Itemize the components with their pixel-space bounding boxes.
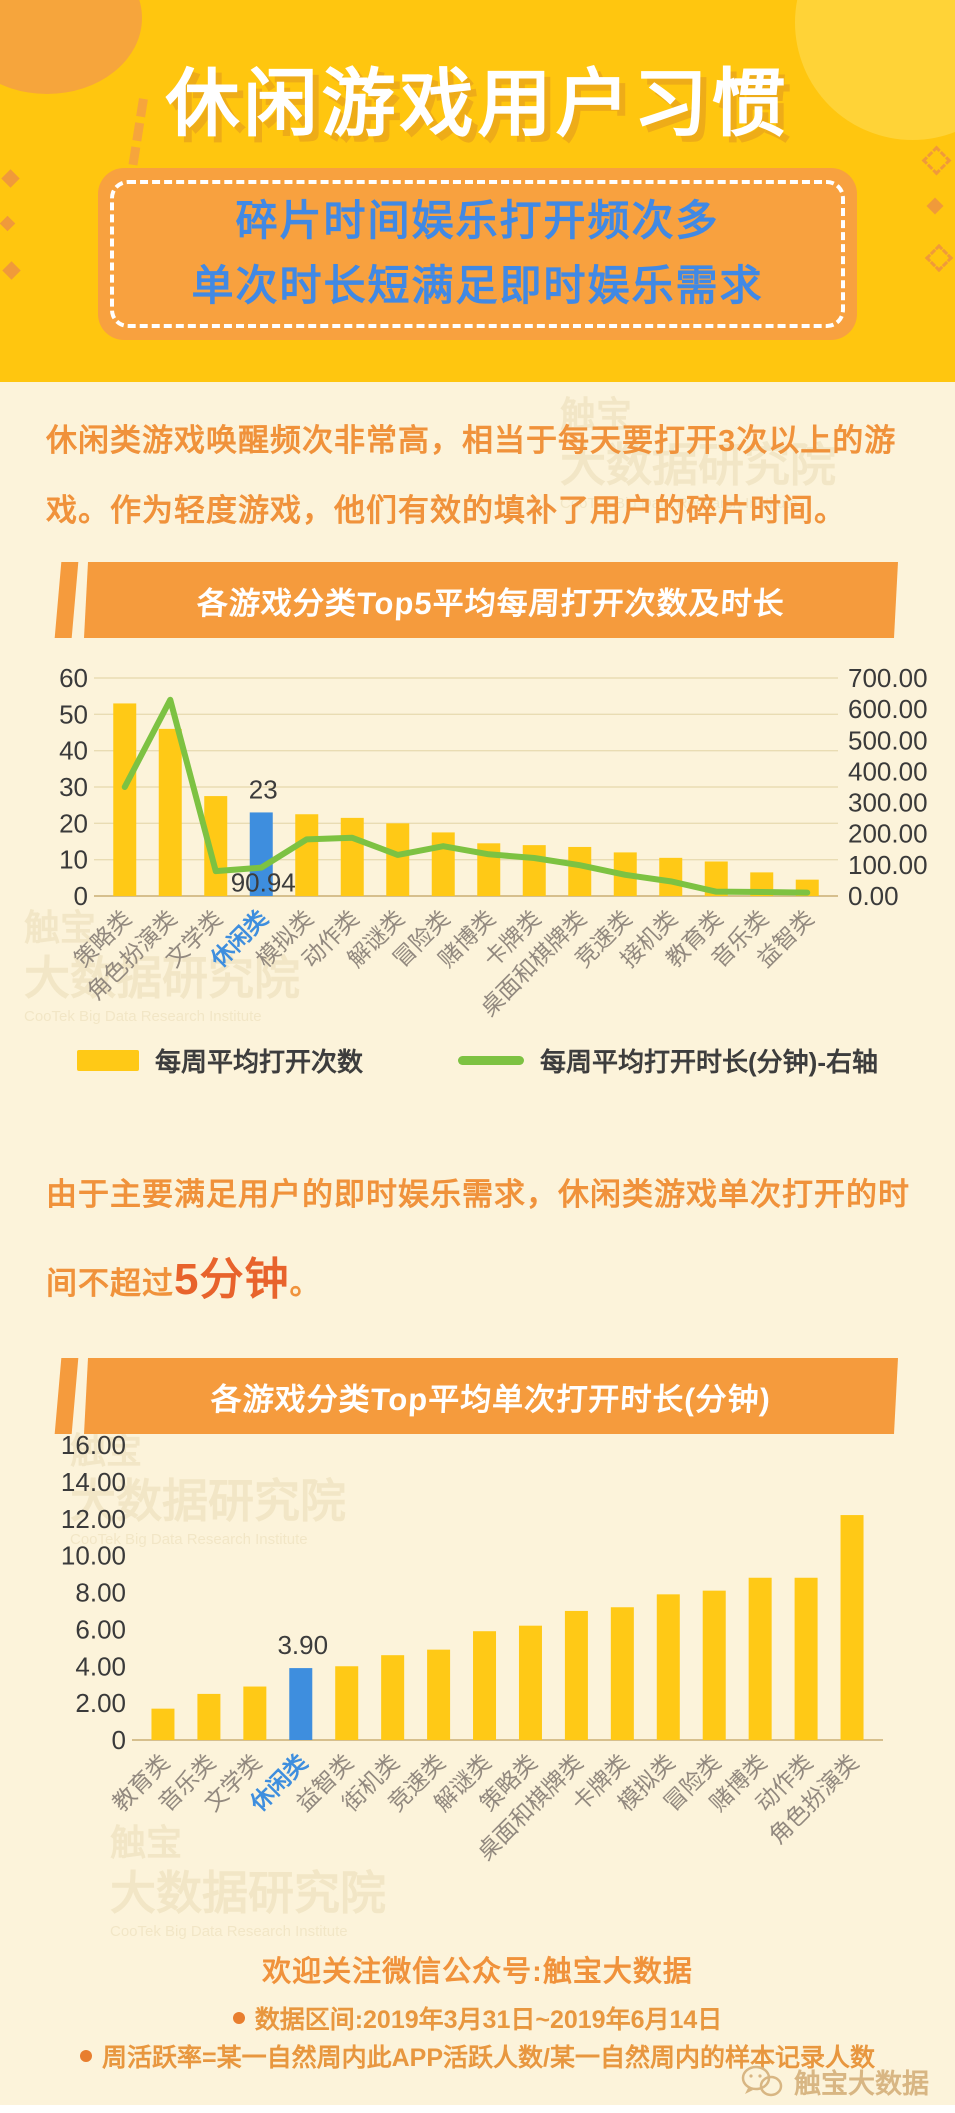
- bar-赌博类: [748, 1577, 772, 1740]
- line-series: [121, 696, 811, 896]
- weekly-active-text: 周活跃率=某一自然周内此APP活跃人数/某一自然周内的样本记录人数: [102, 2044, 875, 2072]
- mid-emphasis: 5分钟: [174, 1254, 290, 1304]
- right-tick-600.00: 600.00: [848, 694, 928, 724]
- data-range-text: 数据区间:2019年3月31日~2019年6月14日: [254, 2006, 723, 2034]
- y-tick-30: 30: [59, 772, 88, 802]
- bar-冒险类: [431, 832, 455, 896]
- y-tick-12.00: 12.00: [61, 1504, 126, 1534]
- chart1-title-banner: 各游戏分类Top5平均每周打开次数及时长: [54, 562, 900, 638]
- bar-策略类: [518, 1625, 542, 1740]
- banner-stripe: [54, 1358, 79, 1434]
- right-tick-0.00: 0.00: [848, 881, 899, 911]
- y-tick-8.00: 8.00: [75, 1578, 126, 1608]
- legend-item-bar: 每周平均打开次数: [77, 1042, 363, 1079]
- bar-音乐类: [197, 1693, 221, 1740]
- subtitle-text: 碎片时间娱乐打开频次多 单次时长短满足即时娱乐需求: [98, 188, 857, 318]
- bar-休闲类: [249, 812, 273, 896]
- y-tick-0: 0: [112, 1725, 126, 1755]
- right-tick-400.00: 400.00: [848, 756, 928, 786]
- bar-桌面和棋牌类: [564, 1610, 588, 1740]
- right-tick-100.00: 100.00: [848, 850, 928, 880]
- chart2-title: 各游戏分类Top平均单次打开时长(分钟): [84, 1358, 898, 1434]
- legend-item-line: 每周平均打开时长(分钟)-右轴: [458, 1042, 878, 1079]
- weekly-active-note: 周活跃率=某一自然周内此APP活跃人数/某一自然周内的样本记录人数: [0, 2038, 955, 2074]
- y-tick-20: 20: [59, 808, 88, 838]
- bar-模拟类: [656, 1594, 680, 1740]
- bar-街机类: [381, 1655, 405, 1740]
- brand-label: 触宝大数据: [794, 2069, 929, 2099]
- right-tick-200.00: 200.00: [848, 819, 928, 849]
- subtitle-box: 碎片时间娱乐打开频次多 单次时长短满足即时娱乐需求: [98, 168, 857, 340]
- right-tick-700.00: 700.00: [848, 663, 928, 693]
- chart2-svg: 0 2.00 4.00 6.00 8.00 10.00 12.00 14.00 16.00 3.9…: [61, 1430, 883, 1865]
- bar-休闲类: [289, 1668, 313, 1740]
- diamond-dot-decoration: [2, 261, 21, 280]
- bar-角色扮演类: [158, 728, 182, 896]
- bar-动作类: [794, 1577, 818, 1740]
- bar-swatch: [77, 1050, 139, 1071]
- brand-mark: 触宝大数据: [740, 2062, 929, 2101]
- mid-part2: 。: [289, 1265, 322, 1301]
- subtitle-dashed-border: [110, 180, 845, 328]
- bar-解谜类: [386, 823, 410, 896]
- annotation-3.90: 3.90: [277, 1630, 328, 1660]
- bar-竞速类: [427, 1649, 451, 1740]
- chart1-title: 各游戏分类Top5平均每周打开次数及时长: [84, 562, 898, 638]
- bar-卡牌类: [522, 845, 546, 896]
- mid-part1: 由于主要满足用户的即时娱乐需求，休闲类游戏单次打开的时间不超过: [46, 1177, 910, 1301]
- y-tick-14.00: 14.00: [61, 1467, 126, 1497]
- diamond-dot-decoration: [0, 215, 16, 232]
- y-tick-6.00: 6.00: [75, 1614, 126, 1644]
- y-tick-50: 50: [59, 699, 88, 729]
- diamond-dot-decoration: [926, 197, 944, 215]
- mid-paragraph: 由于主要满足用户的即时娱乐需求，休闲类游戏单次打开的时间不超过5分钟。: [46, 1160, 910, 1329]
- wechat-icon: [741, 2065, 783, 2096]
- bar-文学类: [243, 1686, 267, 1740]
- bar-模拟类: [295, 814, 319, 896]
- banner-stripe: [54, 562, 79, 638]
- line-swatch: [458, 1056, 525, 1065]
- bar-教育类: [151, 1708, 175, 1740]
- wechat-follow-line: 欢迎关注微信公众号:触宝大数据: [262, 1956, 693, 1988]
- y-tick-10: 10: [59, 845, 88, 875]
- diamond-dot-decoration: [1, 169, 20, 188]
- bullet-icon: [80, 2050, 93, 2062]
- page-title: 休闲游戏用户习惯: [165, 62, 790, 145]
- data-range-note: 数据区间:2019年3月31日~2019年6月14日: [0, 2000, 955, 2036]
- chart-session-duration: 0 2.00 4.00 6.00 8.00 10.00 12.00 14.00 16.00 3.9…: [0, 1428, 955, 1878]
- bar-策略类: [113, 703, 137, 896]
- y-tick-2.00: 2.00: [75, 1688, 126, 1718]
- y-tick-10.00: 10.00: [61, 1541, 126, 1571]
- bar-动作类: [340, 817, 364, 896]
- chart1-svg: 01020304050600.00100.00200.00300.00400.0…: [59, 663, 928, 1021]
- subtitle-line1: 碎片时间娱乐打开频次多: [235, 197, 720, 244]
- subtitle-line2: 单次时长短满足即时娱乐需求: [191, 262, 764, 310]
- legend-line-label: 每周平均打开时长(分钟)-右轴: [540, 1047, 878, 1077]
- annotation-90.94: 90.94: [231, 868, 296, 898]
- legend-bar-label: 每周平均打开次数: [155, 1047, 364, 1077]
- y-tick-60: 60: [59, 663, 88, 693]
- intro-paragraph: 休闲类游戏唤醒频次非常高，相当于每天要打开3次以上的游戏。作为轻度游戏，他们有效…: [46, 423, 897, 528]
- right-tick-500.00: 500.00: [848, 725, 928, 755]
- y-tick-40: 40: [59, 736, 88, 766]
- bar-接机类: [659, 857, 683, 896]
- chart-weekly-opens: 0 10 20 30 40 50 60 0.00 100.00 200.00 300.00 400.0…: [0, 648, 955, 1023]
- y-tick-0: 0: [74, 881, 88, 911]
- diamond-dot-decoration: [924, 243, 954, 273]
- annotation-23: 23: [249, 774, 278, 804]
- right-tick-300.00: 300.00: [848, 788, 928, 818]
- y-tick-16.00: 16.00: [61, 1430, 126, 1460]
- chart1-legend: 每周平均打开次数 每周平均打开时长(分钟)-右轴: [0, 1042, 955, 1079]
- bar-卡牌类: [610, 1607, 634, 1740]
- bar-益智类: [335, 1666, 359, 1740]
- y-tick-4.00: 4.00: [75, 1651, 126, 1681]
- bar-角色扮演类: [840, 1515, 864, 1740]
- bullet-icon: [232, 2012, 245, 2024]
- bar-解谜类: [473, 1631, 497, 1740]
- bar-桌面和棋牌类: [568, 846, 592, 896]
- header-section: 休闲游戏用户习惯 碎片时间娱乐打开频次多 单次时长短满足即时娱乐需求: [0, 0, 955, 382]
- bar-冒险类: [702, 1590, 726, 1740]
- chart2-title-banner: 各游戏分类Top平均单次打开时长(分钟): [54, 1358, 900, 1434]
